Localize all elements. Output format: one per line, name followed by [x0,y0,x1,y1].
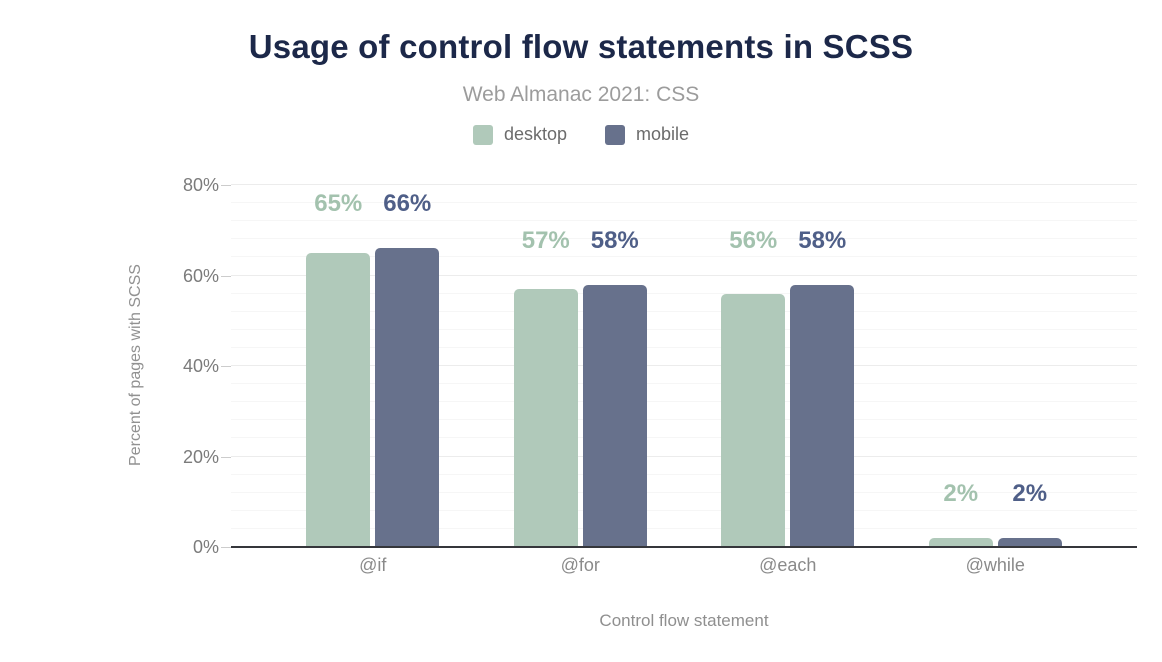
gridline-28 [231,419,1137,421]
bar-value-desktop-for: 57% [521,226,570,254]
gridline-76 [231,202,1137,204]
y-tick-label-40: 40% [182,356,219,376]
bar-value-mobile-while: 2% [1012,479,1048,507]
legend-swatch-mobile [605,124,625,145]
x-category-label-for: @for [560,555,600,575]
gridline-60 [231,274,1137,276]
legend-item-mobile[interactable]: mobile [605,124,689,145]
x-category-label-each: @each [759,555,817,575]
legend-label-mobile: mobile [636,124,690,144]
bar-group-while: 2% 2% @while [892,185,1100,575]
bar-mobile-while[interactable] [997,537,1062,547]
y-tick-label-20: 20% [182,446,219,467]
chart-plot-area: 65% 66% @if 57% 58% @for 56% 58% @each 2% 2% @while [231,184,1137,575]
x-category-label-while: @while [965,555,1025,575]
gridline-12 [231,491,1137,493]
y-tick-label-60: 60% [182,265,219,286]
bar-value-desktop-while: 2% [943,479,979,507]
chart-title: Usage of control flow statements in SCSS [248,28,914,65]
gridline-36 [231,383,1137,385]
bar-desktop-if[interactable] [306,252,371,547]
gridline-8 [231,509,1137,511]
gridline-68 [231,238,1137,240]
chart-subtitle: Web Almanac 2021: CSS [462,83,700,106]
gridline-72 [231,220,1137,222]
legend-item-desktop[interactable]: desktop [472,124,567,145]
bar-group-if: 65% 66% @if [269,185,477,575]
gridline-24 [231,437,1137,439]
bar-value-mobile-for: 58% [590,226,639,254]
y-tick-label-80: 80% [182,175,219,195]
gridline-4 [231,527,1137,529]
gridline-64 [231,256,1137,258]
gridline-44 [231,346,1137,348]
bar-desktop-while[interactable] [928,537,993,547]
bar-value-desktop-each: 56% [729,226,778,254]
y-tickmark-20 [221,456,231,458]
gridline-48 [231,328,1137,330]
gridline-20 [231,455,1137,457]
y-tick-label-0: 0% [192,537,219,557]
x-axis-title: Control flow statement [599,611,769,630]
bar-mobile-each[interactable] [790,284,855,547]
y-tickmark-80 [221,185,231,186]
bar-mobile-for[interactable] [582,284,647,547]
bar-mobile-if[interactable] [375,248,440,547]
gridline-32 [231,401,1137,403]
gridline-16 [231,473,1137,475]
legend-label-desktop: desktop [503,124,567,144]
gridline-40 [231,365,1137,366]
legend-swatch-desktop [472,124,493,145]
x-axis-line [231,545,1137,548]
legend: desktop mobile [0,124,1162,145]
bar-value-mobile-if: 66% [383,190,432,218]
y-tickmark-40 [221,366,231,367]
y-tickmark-60 [221,275,231,277]
y-tickmark-0 [221,547,231,548]
bar-desktop-each[interactable] [721,293,786,547]
bar-value-desktop-if: 65% [314,190,363,218]
gridline-56 [231,292,1137,294]
bar-group-each: 56% 58% @each [684,185,892,575]
bar-value-mobile-each: 58% [798,226,847,254]
bar-desktop-for[interactable] [513,289,578,547]
bar-group-for: 57% 58% @for [477,185,685,575]
gridline-80 [231,184,1137,185]
x-category-label-if: @if [359,555,387,575]
gridline-52 [231,310,1137,312]
